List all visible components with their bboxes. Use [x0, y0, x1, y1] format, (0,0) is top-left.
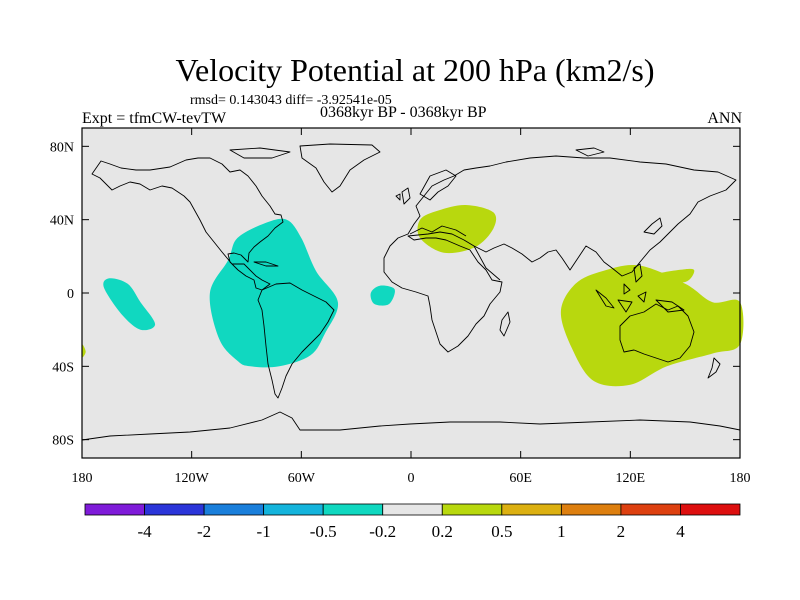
coastlines — [81, 143, 741, 441]
y-tick-label: 80N — [50, 140, 74, 155]
x-tick-label: 60E — [509, 471, 532, 486]
coastline-australia — [619, 303, 695, 363]
y-tick-label: 40S — [52, 360, 74, 375]
coastline-arctic-islands — [229, 147, 605, 159]
coastline-eurasia-africa — [383, 155, 737, 353]
colorbar-label: 4 — [676, 522, 685, 541]
x-tick-label: 120W — [175, 471, 210, 486]
x-tick-label: 0 — [408, 471, 415, 486]
y-tick-label: 40N — [50, 214, 74, 229]
y-tick-label: 0 — [67, 287, 74, 302]
colorbar-label: -0.2 — [369, 522, 396, 541]
coastline-philippines — [633, 263, 643, 283]
colorbar-swatch — [382, 503, 443, 516]
contour-region-western-pacific-positive — [651, 268, 695, 284]
contour-region-mediterranean-positive — [417, 204, 497, 254]
colorbar-label: 0.2 — [432, 522, 453, 541]
colorbar-swatch — [560, 503, 622, 516]
colorbar: -4 -2 -1 -0.5 -0.2 0.2 0.5 1 2 4 — [84, 503, 741, 541]
stats-text: rmsd= 0.143043 diff= -3.92541e-05 — [190, 93, 392, 108]
colorbar-label: 1 — [557, 522, 566, 541]
contour-region-central-pacific-negative — [103, 278, 156, 331]
coastline-south-america — [257, 282, 335, 399]
colorbar-swatch — [263, 503, 324, 516]
colorbar-swatch — [203, 503, 265, 516]
colorbar-swatch — [322, 503, 384, 516]
chart-title: Velocity Potential at 200 hPa (km2/s) — [175, 52, 655, 88]
colorbar-label: -1 — [257, 522, 271, 541]
x-tick-label: 180 — [730, 471, 751, 486]
colorbar-swatch — [501, 503, 562, 516]
coastline-indonesia — [595, 283, 685, 313]
coastline-madagascar — [499, 311, 511, 337]
colorbar-swatch — [84, 503, 145, 516]
colorbar-label: -0.5 — [310, 522, 337, 541]
axes: 180 120W 60W 0 60E 120E 180 80N 40N 0 40S 80S — [50, 128, 751, 486]
colorbar-swatch — [441, 503, 503, 516]
colorbar-label: 0.5 — [491, 522, 512, 541]
map-layer — [81, 127, 744, 459]
coastline-antarctica — [81, 411, 741, 441]
coastline-cuba — [253, 261, 279, 267]
season-label: ANN — [707, 110, 742, 127]
coastline-mediterranean — [409, 225, 467, 237]
contour-region-indo-pacific-positive — [560, 264, 744, 387]
colorbar-label: 2 — [617, 522, 626, 541]
colorbar-label: -2 — [197, 522, 211, 541]
coastline-japan — [643, 217, 663, 235]
coastline-scandinavia — [419, 169, 457, 201]
x-tick-label: 180 — [72, 471, 93, 486]
coastline-greenland — [299, 143, 381, 193]
colorbar-swatch — [680, 503, 741, 516]
coastline-north-america — [91, 157, 284, 291]
period-label: 0368kyr BP - 0368kyr BP — [320, 104, 487, 121]
x-tick-label: 120E — [616, 471, 646, 486]
y-tick-label: 80S — [52, 434, 74, 449]
colorbar-swatch — [620, 503, 681, 516]
coastline-arabia-split — [473, 245, 501, 281]
coastline-new-zealand — [707, 357, 721, 379]
contour-region-eastern-atlantic-negative — [370, 285, 395, 306]
experiment-label: Expt = tfmCW-tevTW — [82, 110, 227, 127]
coastline-british-isles — [395, 187, 411, 205]
x-tick-label: 60W — [288, 471, 316, 486]
colorbar-swatch — [144, 503, 205, 516]
colorbar-label: -4 — [137, 522, 152, 541]
